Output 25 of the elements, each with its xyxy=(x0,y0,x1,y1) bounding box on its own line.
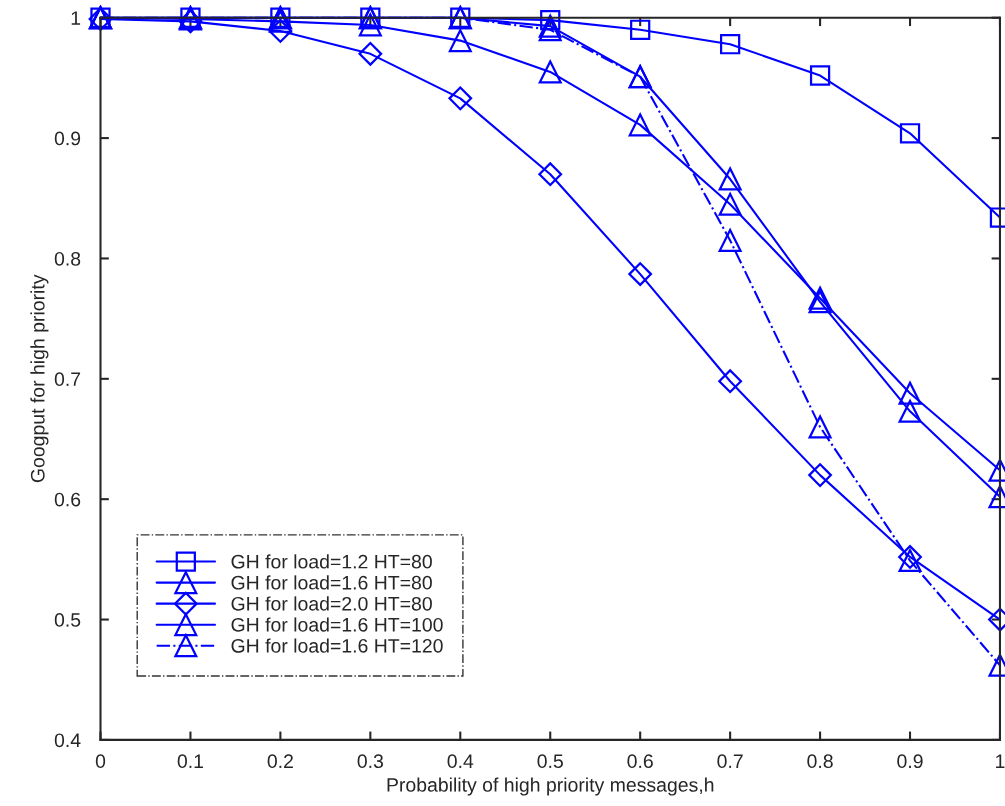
x-tick-label: 0.2 xyxy=(267,754,293,769)
x-tick-label: 0.1 xyxy=(177,754,204,769)
legend-label: GH for load=1.2 HT=80 xyxy=(231,554,432,569)
y-tick-label: 0.6 xyxy=(54,492,81,507)
x-axis-title: Probability of high priority messages,h xyxy=(387,777,714,796)
legend-label: GH for load=2.0 HT=80 xyxy=(231,596,432,611)
x-tick-label: 0.7 xyxy=(717,754,743,769)
y-tick-label: 1 xyxy=(71,11,81,25)
x-tick-label: 0 xyxy=(95,754,106,769)
x-tick-label: 0.5 xyxy=(537,754,563,769)
y-tick-label: 0.7 xyxy=(54,372,81,387)
y-axis-title: Googput for high priority xyxy=(30,274,49,483)
y-tick-label: 0.8 xyxy=(54,251,81,266)
y-tick-label: 0.9 xyxy=(54,131,81,146)
x-tick-label: 1 xyxy=(996,754,1005,768)
x-tick-label: 0.6 xyxy=(627,754,653,769)
legend-label: GH for load=1.6 HT=80 xyxy=(231,575,432,590)
x-tick-label: 0.9 xyxy=(897,754,923,769)
legend-label: GH for load=1.6 HT=100 xyxy=(231,617,443,632)
x-tick-label: 0.8 xyxy=(807,754,833,769)
y-tick-label: 0.4 xyxy=(54,733,81,748)
x-tick-label: 0.4 xyxy=(447,754,474,769)
x-tick-label: 0.3 xyxy=(357,754,383,769)
legend-label: GH for load=1.6 HT=120 xyxy=(231,638,443,653)
y-tick-label: 0.5 xyxy=(54,613,81,627)
